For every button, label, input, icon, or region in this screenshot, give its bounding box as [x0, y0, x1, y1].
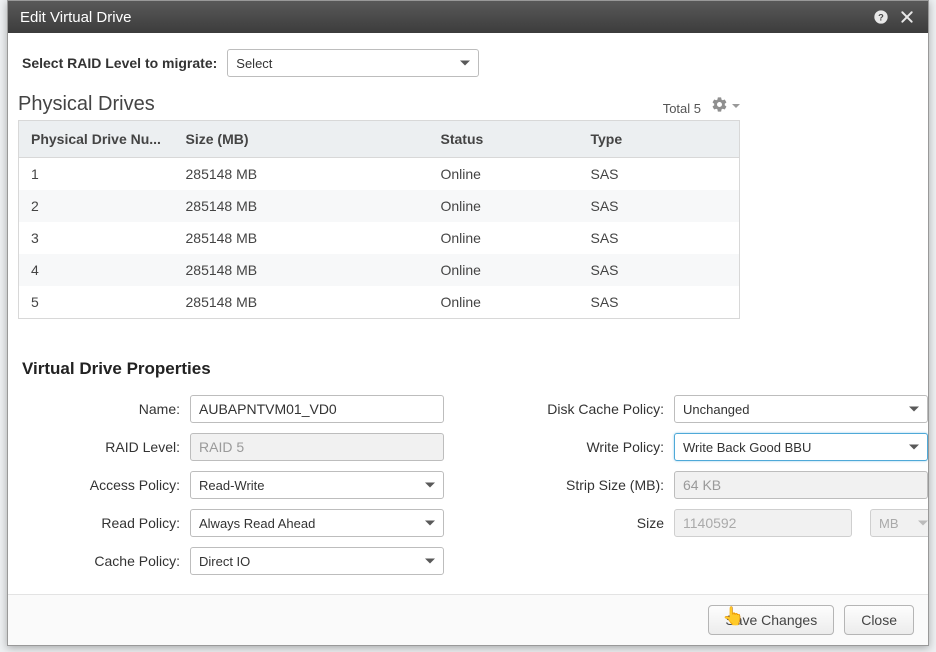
read-policy-select[interactable]: Always Read Ahead: [190, 509, 444, 537]
cell-status: Online: [429, 286, 579, 319]
raid-migrate-value: Select: [236, 56, 272, 71]
dialog-footer: Save Changes Close: [8, 594, 928, 645]
name-label: Name:: [22, 401, 180, 417]
gear-icon: [711, 96, 728, 116]
cell-size: 285148 MB: [174, 222, 429, 254]
chevron-down-icon: [732, 104, 740, 108]
chevron-down-icon: [425, 559, 435, 564]
chevron-down-icon: [918, 521, 928, 526]
physical-drives-heading: Physical Drives: [18, 93, 155, 116]
form-left-column: Name: RAID Level: Access Policy: Read-Wr…: [22, 393, 444, 577]
col-status[interactable]: Status: [429, 121, 579, 158]
chevron-down-icon: [425, 521, 435, 526]
raid-level-label: RAID Level:: [22, 439, 180, 455]
chevron-down-icon: [460, 61, 470, 66]
cell-status: Online: [429, 190, 579, 222]
strip-size-input: [674, 471, 928, 499]
physical-drives-table: Physical Drive Nu... Size (MB) Status Ty…: [18, 120, 740, 319]
disk-cache-policy-label: Disk Cache Policy:: [494, 401, 664, 417]
cache-policy-label: Cache Policy:: [22, 553, 180, 569]
table-row[interactable]: 4 285148 MB Online SAS: [19, 254, 740, 286]
chevron-down-icon: [909, 407, 919, 412]
table-settings-button[interactable]: [711, 96, 740, 116]
titlebar: Edit Virtual Drive ?: [8, 1, 928, 33]
cell-size: 285148 MB: [174, 286, 429, 319]
cell-type: SAS: [579, 190, 740, 222]
size-input: [674, 509, 852, 537]
help-icon[interactable]: ?: [870, 6, 892, 28]
cell-drive-num: 1: [19, 158, 174, 191]
name-input[interactable]: [190, 395, 444, 423]
col-size[interactable]: Size (MB): [174, 121, 429, 158]
cell-drive-num: 5: [19, 286, 174, 319]
table-row[interactable]: 1 285148 MB Online SAS: [19, 158, 740, 191]
access-policy-label: Access Policy:: [22, 477, 180, 493]
read-policy-label: Read Policy:: [22, 515, 180, 531]
table-header-row: Physical Drive Nu... Size (MB) Status Ty…: [19, 121, 740, 158]
cell-type: SAS: [579, 222, 740, 254]
virtual-drive-properties-heading: Virtual Drive Properties: [22, 359, 918, 379]
edit-virtual-drive-dialog: Edit Virtual Drive ? Select RAID Level t…: [7, 0, 929, 646]
close-button[interactable]: Close: [844, 605, 914, 635]
strip-size-label: Strip Size (MB):: [494, 477, 664, 493]
cache-policy-value: Direct IO: [199, 554, 250, 569]
table-row[interactable]: 2 285148 MB Online SAS: [19, 190, 740, 222]
save-changes-button[interactable]: Save Changes: [708, 605, 834, 635]
raid-level-input: [190, 433, 444, 461]
cache-policy-select[interactable]: Direct IO: [190, 547, 444, 575]
size-unit-value: MB: [879, 516, 899, 531]
raid-migrate-label: Select RAID Level to migrate:: [22, 55, 217, 71]
chevron-down-icon: [425, 483, 435, 488]
table-row[interactable]: 5 285148 MB Online SAS: [19, 286, 740, 319]
table-row[interactable]: 3 285148 MB Online SAS: [19, 222, 740, 254]
write-policy-select[interactable]: Write Back Good BBU: [674, 433, 928, 461]
raid-migrate-select[interactable]: Select: [227, 49, 479, 77]
access-policy-select[interactable]: Read-Write: [190, 471, 444, 499]
cell-status: Online: [429, 254, 579, 286]
cell-size: 285148 MB: [174, 190, 429, 222]
col-type[interactable]: Type: [579, 121, 740, 158]
dialog-content: Select RAID Level to migrate: Select Phy…: [8, 33, 928, 594]
cell-type: SAS: [579, 286, 740, 319]
size-label: Size: [494, 515, 664, 531]
cell-drive-num: 4: [19, 254, 174, 286]
cell-size: 285148 MB: [174, 254, 429, 286]
size-unit-select: MB: [870, 509, 928, 537]
cell-drive-num: 2: [19, 190, 174, 222]
write-policy-value: Write Back Good BBU: [683, 440, 811, 455]
close-icon[interactable]: [896, 6, 918, 28]
disk-cache-policy-select[interactable]: Unchanged: [674, 395, 928, 423]
dialog-title: Edit Virtual Drive: [20, 9, 131, 26]
col-physical-drive-number[interactable]: Physical Drive Nu...: [19, 121, 174, 158]
access-policy-value: Read-Write: [199, 478, 265, 493]
cell-status: Online: [429, 158, 579, 191]
disk-cache-policy-value: Unchanged: [683, 402, 750, 417]
cell-type: SAS: [579, 158, 740, 191]
cell-status: Online: [429, 222, 579, 254]
svg-text:?: ?: [878, 12, 884, 22]
total-count: Total 5: [663, 101, 701, 116]
cell-size: 285148 MB: [174, 158, 429, 191]
cell-type: SAS: [579, 254, 740, 286]
form-right-column: Disk Cache Policy: Unchanged Write Polic…: [494, 393, 928, 577]
cell-drive-num: 3: [19, 222, 174, 254]
write-policy-label: Write Policy:: [494, 439, 664, 455]
chevron-down-icon: [909, 445, 919, 450]
read-policy-value: Always Read Ahead: [199, 516, 315, 531]
